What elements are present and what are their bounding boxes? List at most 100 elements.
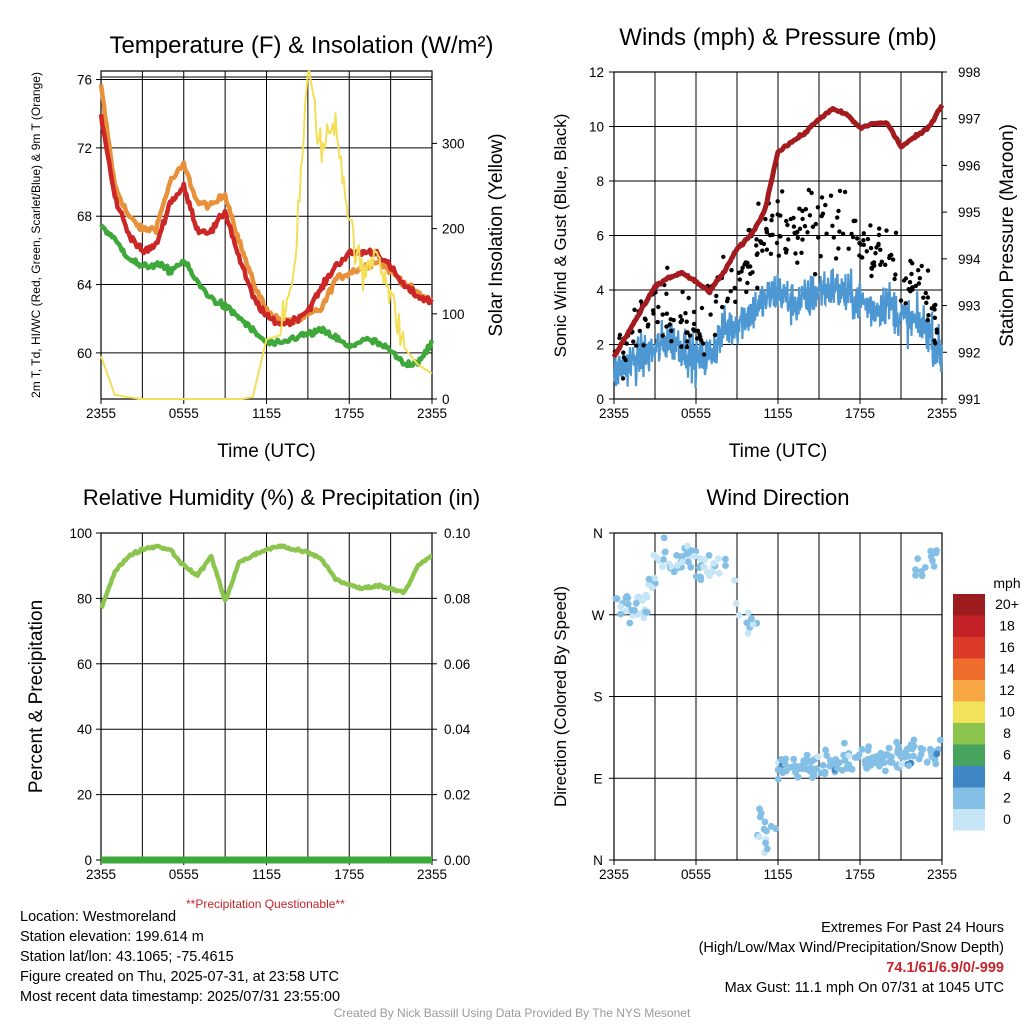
humidity-ytick-label: 60 (77, 657, 92, 672)
wind-gust-point (924, 300, 929, 305)
wind-direction-point (617, 610, 624, 618)
wind-gust-point (816, 235, 821, 240)
wind-direction-point (831, 758, 839, 766)
speed-legend-swatch (953, 701, 985, 723)
wind-gust-point (683, 311, 688, 316)
wind-direction-point (705, 552, 713, 559)
speed-legend-swatch (953, 744, 985, 766)
wind-gust-point (783, 246, 788, 252)
wind-gust-point (685, 330, 690, 335)
direction-ytick-label: S (593, 690, 602, 705)
wind-gust-point (925, 295, 931, 300)
wind-gust-point (665, 265, 670, 270)
wind-direction-point (933, 547, 940, 554)
wind-gust-point (824, 231, 829, 236)
precip-ytick-label: 0.08 (444, 591, 470, 606)
wind-gust-point (732, 285, 737, 291)
speed-legend-swatch (953, 637, 985, 659)
speed-legend-label: 18 (999, 618, 1015, 634)
humidity-ytick-label: 80 (77, 591, 92, 606)
wind-gust-point (632, 307, 637, 312)
winds-panel: 2355 0555 1155 1755 235502468101299199299399… (551, 24, 1018, 462)
wind-gust-point (803, 207, 808, 212)
wind-gust-point (794, 230, 799, 235)
wind-direction-point (687, 563, 695, 571)
wind-gust-point (745, 264, 751, 269)
wind-gust-point (873, 251, 878, 256)
speed-legend-swatch (953, 766, 985, 788)
wind-gust-point (691, 321, 697, 327)
wind-gust-point (823, 202, 828, 208)
station-info: Location: Westmoreland Station elevation… (20, 907, 340, 1007)
temperature-ylabel: 2m T, Td, HI/WC (Red, Green, Scarlet/Blu… (29, 72, 43, 398)
wind-gust-point (842, 189, 848, 195)
wind-direction-point (822, 746, 829, 754)
wind-gust-point (783, 250, 789, 255)
wind-gust-point (785, 222, 790, 228)
wind-gust-point (623, 357, 628, 363)
wind-direction-point (677, 553, 685, 560)
wind-gust-point (830, 223, 835, 228)
wind-gust-point (797, 206, 802, 211)
extremes-values: 74.1/61/6.9/0/-999 (886, 960, 1004, 976)
wind-direction-point (692, 573, 700, 580)
wind-gust-point (932, 307, 937, 312)
wind-gust-point (760, 248, 765, 253)
wind-gust-point (764, 226, 769, 232)
wind-direction-point (933, 750, 941, 758)
wind-gust-point (793, 251, 798, 256)
wind-direction-point (898, 760, 905, 768)
wind-direction-point (678, 558, 686, 566)
temperature-xtick-label: 2355 (86, 406, 116, 421)
wind-gust-point (651, 311, 656, 316)
direction-title: Wind Direction (706, 485, 849, 510)
speed-legend-swatch (953, 787, 985, 809)
wind-gust-point (721, 254, 726, 259)
wind-gust-point (835, 215, 840, 220)
wind-gust-point (887, 253, 892, 259)
temperature-ytick-label: 60 (77, 346, 92, 361)
wind-gust-point (641, 343, 646, 348)
wind-gust-point (810, 224, 816, 229)
temperature-xtick-label: 1755 (334, 406, 364, 421)
insolation-ytick-label: 100 (442, 307, 465, 322)
wind-gust-point (908, 258, 913, 264)
wind-direction-point (888, 753, 895, 761)
wind-gust-point (754, 237, 759, 242)
wind-direction-point (670, 568, 678, 576)
wind-gust-point (728, 289, 733, 294)
wind-direction-point (878, 755, 886, 762)
wind-gust-point (664, 324, 669, 329)
wind-gust-point (777, 233, 782, 239)
wind-direction-point (634, 594, 641, 602)
wind-gust-point (802, 224, 808, 229)
wind-direction-point (826, 762, 834, 770)
winds-ytick-label: 2 (596, 338, 604, 353)
wind-direction-point (732, 600, 740, 607)
wind-direction-point (661, 548, 669, 556)
wind-gust-point (645, 324, 650, 329)
precip-ytick-label: 0.02 (444, 788, 470, 803)
wind-gust-point (876, 241, 881, 247)
wind-gust-point (878, 262, 883, 267)
temperature-ytick-label: 72 (77, 141, 92, 156)
wind-gust-point (820, 211, 826, 216)
speed-legend-swatch (953, 615, 985, 637)
wind-gust-point (865, 236, 871, 242)
wind-gust-point (883, 262, 888, 267)
wind-gust-point (774, 240, 780, 246)
precip-ytick-label: 0.04 (444, 722, 471, 737)
wind-direction-point (626, 619, 634, 627)
wind-direction-point (651, 574, 658, 582)
humidity-xtick-label: 0555 (169, 867, 199, 882)
wind-gust-point (621, 350, 626, 355)
recent-data-timestamp: Most recent data timestamp: 2025/07/31 2… (20, 989, 341, 1005)
wind-gust-point (617, 332, 623, 338)
direction-ytick-label: N (593, 526, 603, 541)
wind-direction-point (685, 558, 692, 566)
wind-gust-point (855, 236, 860, 241)
wind-gust-point (664, 311, 669, 316)
wind-direction-point (841, 757, 849, 764)
humidity-xtick-label: 1755 (334, 867, 364, 882)
